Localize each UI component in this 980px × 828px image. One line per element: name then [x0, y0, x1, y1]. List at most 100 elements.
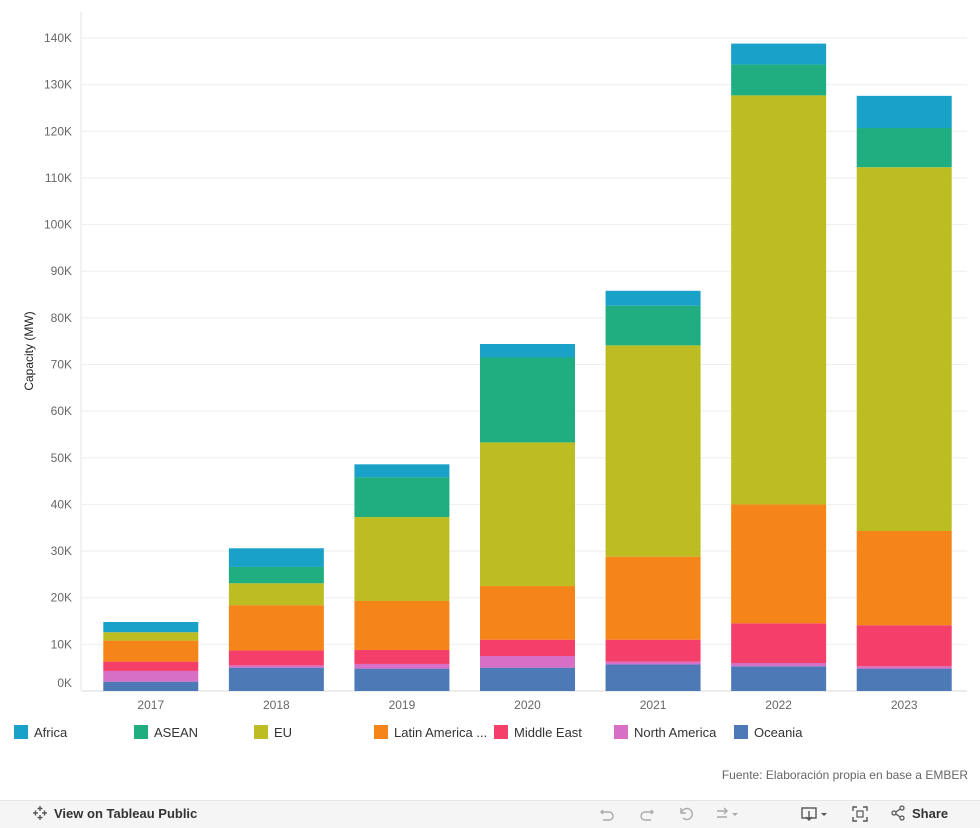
bar-segment[interactable] — [480, 343, 575, 358]
bar-segment[interactable] — [731, 504, 827, 624]
legend-item[interactable]: Africa — [14, 723, 67, 741]
share-icon — [891, 805, 905, 821]
x-tick-label: 2017 — [137, 698, 164, 712]
bar-segment[interactable] — [856, 666, 952, 669]
bar-segment[interactable] — [103, 661, 199, 671]
x-axis-ticks: 2017 2018 2019 2020 2021 2022 2023 — [137, 698, 917, 712]
bar-segment[interactable] — [605, 556, 701, 640]
bar-segment[interactable] — [354, 668, 450, 691]
legend-item[interactable]: Latin America ... — [374, 723, 487, 741]
legend-item[interactable]: Oceania — [734, 723, 802, 741]
bar-segment[interactable] — [354, 600, 450, 650]
redo-icon[interactable] — [638, 805, 656, 823]
bar-segment[interactable] — [354, 477, 450, 518]
bar-segment[interactable] — [103, 681, 199, 691]
bar-segment[interactable] — [480, 639, 575, 657]
x-tick-label: 2020 — [514, 698, 541, 712]
bar-segment[interactable] — [605, 639, 701, 662]
bar-segment[interactable] — [228, 548, 324, 567]
bar-segment[interactable] — [856, 167, 952, 532]
bar-segment[interactable] — [731, 64, 827, 96]
bar-segment[interactable] — [354, 649, 450, 664]
share-button[interactable]: Share — [890, 805, 948, 821]
y-tick-label: 60K — [51, 404, 72, 418]
bar-segment[interactable] — [228, 566, 324, 584]
bar-segment[interactable] — [480, 656, 575, 668]
x-tick-label: 2021 — [640, 698, 667, 712]
legend-label: Middle East — [514, 724, 582, 740]
bar-segment[interactable] — [354, 517, 450, 601]
bar-segment[interactable] — [228, 667, 324, 691]
bar-segment[interactable] — [228, 650, 324, 666]
undo-icon[interactable] — [598, 805, 616, 823]
y-tick-label: 110K — [45, 171, 72, 185]
y-tick-label: 10K — [51, 637, 72, 651]
y-tick-label: 50K — [51, 451, 72, 465]
y-tick-label: 100K — [44, 218, 72, 232]
bar-segment[interactable] — [856, 625, 952, 667]
legend-swatch — [374, 725, 388, 739]
view-on-tableau-button[interactable]: View on Tableau Public — [32, 805, 197, 821]
bar-segment[interactable] — [228, 665, 324, 668]
legend-item[interactable]: North America — [614, 723, 716, 741]
legend-item[interactable]: Middle East — [494, 723, 582, 741]
bars — [103, 43, 952, 691]
bar-segment[interactable] — [605, 661, 701, 665]
bar-segment[interactable] — [605, 664, 701, 691]
y-axis-ticks: 0K 10K 20K 30K 40K 50K 60K 70K 80K 90K 100K 110K 120… — [44, 31, 72, 690]
legend-swatch — [254, 725, 268, 739]
legend-label: Africa — [34, 724, 68, 740]
x-tick-label: 2018 — [263, 698, 290, 712]
download-icon[interactable] — [800, 805, 832, 823]
y-tick-label: 90K — [51, 264, 72, 278]
y-tick-label: 140K — [44, 31, 72, 45]
bar-segment[interactable] — [103, 621, 199, 633]
bar-segment[interactable] — [605, 290, 701, 306]
bar-segment[interactable] — [605, 345, 701, 557]
bar-segment[interactable] — [228, 583, 324, 606]
bar-segment[interactable] — [731, 43, 827, 65]
tableau-logo-icon — [33, 806, 47, 820]
legend-item[interactable]: EU — [254, 723, 292, 741]
view-on-tableau-label: View on Tableau Public — [54, 805, 198, 821]
bar-segment[interactable] — [480, 667, 575, 691]
tableau-toolbar: View on Tableau Public Share — [0, 800, 980, 828]
bar-segment[interactable] — [856, 668, 952, 691]
legend-label: Oceania — [754, 724, 803, 740]
fullscreen-icon[interactable] — [851, 805, 869, 823]
stacked-bar-chart: 0K 10K 20K 30K 40K 50K 60K 70K 80K 90K 100K 110K 120… — [22, 12, 967, 712]
bar-segment[interactable] — [731, 95, 827, 505]
bar-segment[interactable] — [354, 464, 450, 478]
bar-segment[interactable] — [856, 95, 952, 129]
bar-segment[interactable] — [103, 632, 199, 641]
revert-icon[interactable] — [678, 805, 696, 823]
bar-segment[interactable] — [605, 305, 701, 346]
legend-label: EU — [274, 724, 293, 740]
bar-segment[interactable] — [480, 357, 575, 443]
refresh-dropdown-icon[interactable] — [714, 805, 740, 823]
legend-item[interactable]: ASEAN — [134, 723, 198, 741]
y-tick-label: 20K — [51, 591, 72, 605]
legend-swatch — [134, 725, 148, 739]
bar-segment[interactable] — [856, 128, 952, 168]
y-tick-label: 80K — [51, 311, 72, 325]
bar-segment[interactable] — [731, 623, 827, 664]
legend-swatch — [494, 725, 508, 739]
y-tick-label: 130K — [44, 78, 72, 92]
x-tick-label: 2019 — [389, 698, 416, 712]
legend-swatch — [614, 725, 628, 739]
bar-segment[interactable] — [731, 666, 827, 691]
bar-segment[interactable] — [731, 663, 827, 667]
legend: Africa ASEAN EU Latin America ... Middle Eas… — [0, 720, 980, 744]
bar-segment[interactable] — [103, 670, 199, 682]
bar-segment[interactable] — [480, 586, 575, 640]
bar-segment[interactable] — [354, 663, 450, 669]
legend-swatch — [14, 725, 28, 739]
bar-segment[interactable] — [228, 605, 324, 651]
legend-label: North America — [634, 724, 717, 740]
bar-segment[interactable] — [480, 442, 575, 587]
bar-segment[interactable] — [856, 531, 952, 626]
x-tick-label: 2023 — [891, 698, 918, 712]
bar-segment[interactable] — [103, 640, 199, 662]
legend-swatch — [734, 725, 748, 739]
